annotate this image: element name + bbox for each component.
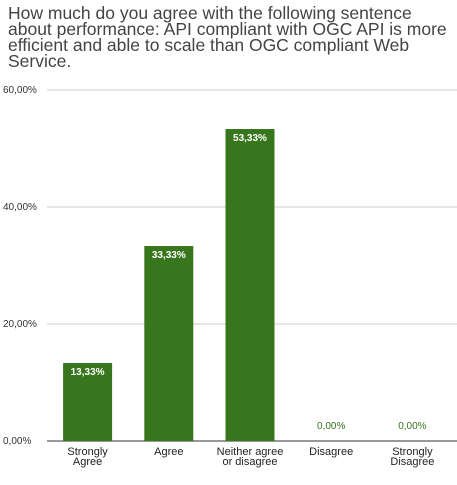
data-label: 53,33%	[233, 133, 267, 144]
x-tick-label: Disagree	[309, 446, 353, 458]
bar	[144, 246, 194, 441]
data-label: 33,33%	[152, 250, 186, 261]
y-tick-label: 40,00%	[3, 202, 37, 213]
data-label: 0,00%	[317, 421, 345, 432]
bar	[63, 363, 113, 441]
x-tick-label: Agree	[73, 456, 102, 468]
y-tick-label: 0,00%	[3, 436, 31, 447]
x-tick-label: Disagree	[390, 456, 434, 468]
x-tick-label: Strongly	[392, 446, 433, 458]
x-tick-label: or disagree	[222, 456, 277, 468]
x-tick-label: Agree	[154, 446, 183, 458]
bar	[225, 129, 275, 441]
labels-layer: 0,00%20,00%40,00%60,00%13,33%StronglyAgr…	[3, 85, 434, 468]
x-tick-label: Strongly	[67, 446, 108, 458]
y-tick-label: 20,00%	[3, 319, 37, 330]
data-label: 0,00%	[398, 421, 426, 432]
y-tick-label: 60,00%	[3, 85, 37, 96]
chart-title: How much do you agree with the following…	[8, 3, 447, 71]
bars-layer	[63, 129, 275, 441]
x-tick-label: Neither agree	[217, 446, 284, 458]
data-label: 13,33%	[71, 367, 105, 378]
